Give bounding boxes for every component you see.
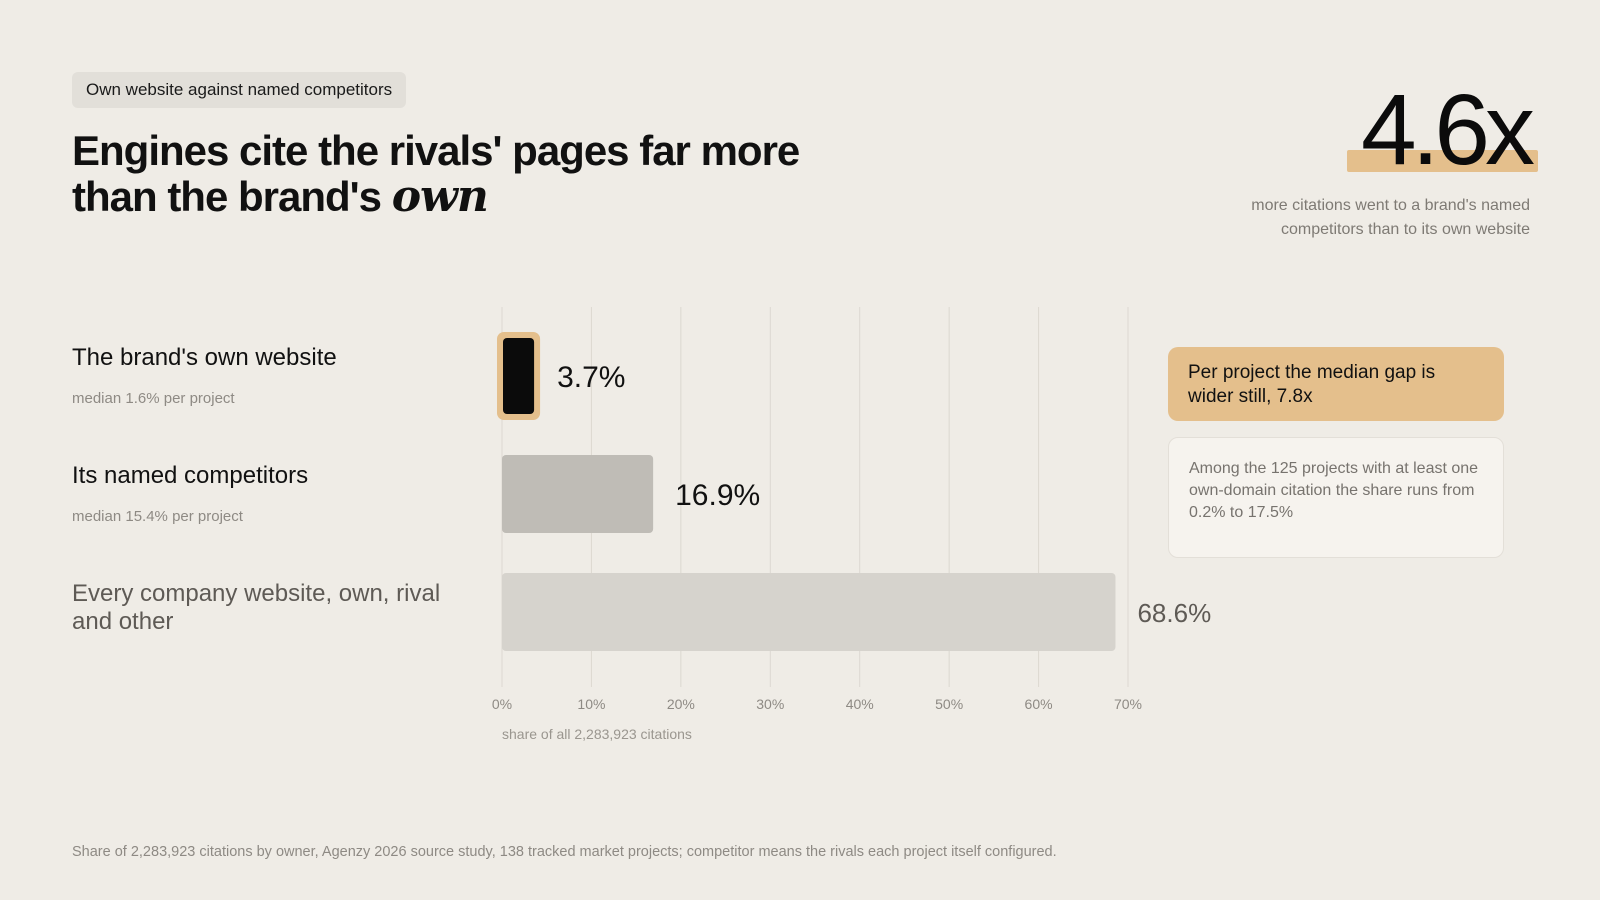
bar-value-label: 68.6%	[1137, 598, 1211, 628]
x-tick-label: 60%	[1025, 696, 1053, 712]
page-title-main: Engines cite the rivals' pages far more …	[72, 127, 800, 220]
key-stat-highlight	[1346, 150, 1538, 172]
bar	[503, 338, 535, 414]
row-median: median 15.4% per project	[72, 508, 243, 525]
row-label-competitors: Its named competitors median 15.4% per p…	[72, 462, 308, 525]
bar-value-label: 16.9%	[675, 479, 760, 512]
bar	[502, 573, 1116, 651]
median-gap-note: Per project the median gap is wider stil…	[1168, 347, 1504, 421]
x-tick-label: 50%	[935, 696, 963, 712]
x-tick-label: 70%	[1114, 696, 1142, 712]
row-name: Its named competitors	[72, 462, 309, 489]
x-tick-label: 0%	[492, 696, 512, 712]
key-stat: 4.6x more citations went to a brand's na…	[1190, 74, 1538, 242]
bar-value-label: 3.7%	[557, 361, 625, 394]
row-median: median 1.6% per project	[72, 390, 235, 407]
key-stat-value: 4.6x	[1360, 74, 1535, 186]
key-stat-text: more citations went to a brand's named c…	[1251, 197, 1530, 238]
section-tag: Own website against named competitors	[72, 72, 407, 108]
row-label-own: The brand's own website median 1.6% per …	[72, 344, 337, 407]
row-name: The brand's own website	[72, 344, 337, 371]
source-footnote: Share of 2,283,923 citations by owner, A…	[72, 844, 1057, 860]
x-tick-label: 30%	[756, 696, 784, 712]
x-axis-label: share of all 2,283,923 citations	[502, 726, 692, 742]
x-tick-label: 40%	[846, 696, 874, 712]
page-title: Engines cite the rivals' pages far more …	[72, 128, 832, 220]
bar	[502, 455, 654, 533]
x-tick-label: 10%	[577, 696, 605, 712]
row-label-all-companies: Every company website, own, rival and ot…	[72, 580, 442, 636]
x-tick-label: 20%	[667, 696, 695, 712]
row-name: Every company website, own, rival and ot…	[72, 580, 441, 635]
range-note-card: Among the 125 projects with at least one…	[1168, 437, 1504, 558]
key-stat-number-wrap: 4.6x	[1346, 74, 1538, 186]
page-title-emphasis: own	[391, 171, 489, 222]
